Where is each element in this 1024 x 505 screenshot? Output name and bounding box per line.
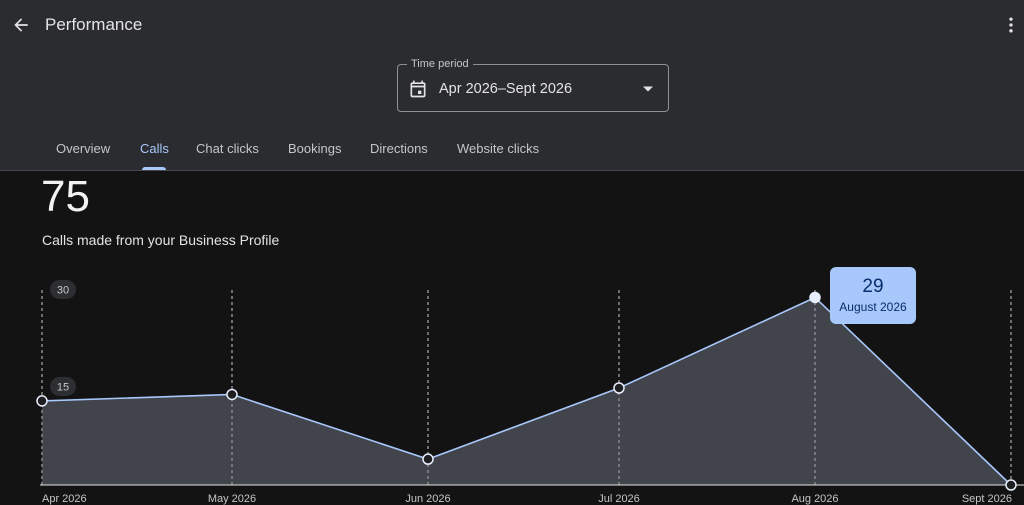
more-vert-icon: [1009, 17, 1013, 33]
tab-calls[interactable]: Calls: [140, 141, 169, 156]
series-line: [41, 296, 1012, 486]
data-point: [36, 395, 48, 407]
tab-bookings[interactable]: Bookings: [288, 141, 342, 156]
x-tick-label: Apr 2026: [42, 493, 87, 505]
app-header: Performance Time period Apr 2026–Sept 20…: [0, 0, 1024, 171]
x-tick-label: May 2026: [208, 493, 256, 505]
tab-bar: Overview Calls Chat clicks Bookings Dire…: [0, 130, 1024, 170]
active-tab-indicator: [142, 167, 166, 170]
tooltip-date: August 2026: [839, 300, 907, 314]
tab-website-clicks[interactable]: Website clicks: [457, 141, 540, 156]
x-tick-label: Jun 2026: [405, 493, 450, 505]
time-period-value: Apr 2026–Sept 2026: [439, 81, 573, 97]
time-period-label: Time period: [407, 57, 473, 71]
y-tick-badge: [50, 377, 76, 396]
total-calls-value: 75: [41, 172, 90, 221]
y-tick-label: 30: [57, 285, 69, 297]
page-title: Performance: [45, 15, 143, 34]
calendar-icon: [410, 80, 426, 98]
dropdown-arrow-icon: [643, 86, 653, 92]
data-point: [422, 453, 434, 465]
summary-description: Calls made from your Business Profile: [42, 232, 280, 248]
data-point: [809, 291, 821, 304]
data-point: [1005, 479, 1017, 491]
data-point: [613, 382, 625, 394]
y-tick-label: 15: [57, 382, 69, 394]
tooltip-value: 29: [862, 276, 884, 297]
area-fill: [42, 297, 1011, 485]
back-button[interactable]: [6, 10, 36, 40]
chart-tooltip: 29 August 2026: [830, 267, 916, 324]
time-period-select[interactable]: Time period Apr 2026–Sept 2026: [397, 57, 669, 112]
y-tick-badge: [50, 280, 76, 299]
more-options-button[interactable]: [998, 10, 1024, 40]
tab-overview[interactable]: Overview: [56, 141, 111, 156]
x-tick-label: Jul 2026: [598, 493, 640, 505]
tab-directions[interactable]: Directions: [370, 141, 428, 156]
tab-chat-clicks[interactable]: Chat clicks: [196, 141, 259, 156]
x-tick-label: Sept 2026: [962, 493, 1012, 505]
data-point: [226, 388, 238, 401]
arrow-back-icon: [14, 18, 28, 32]
x-tick-label: Aug 2026: [791, 493, 838, 505]
